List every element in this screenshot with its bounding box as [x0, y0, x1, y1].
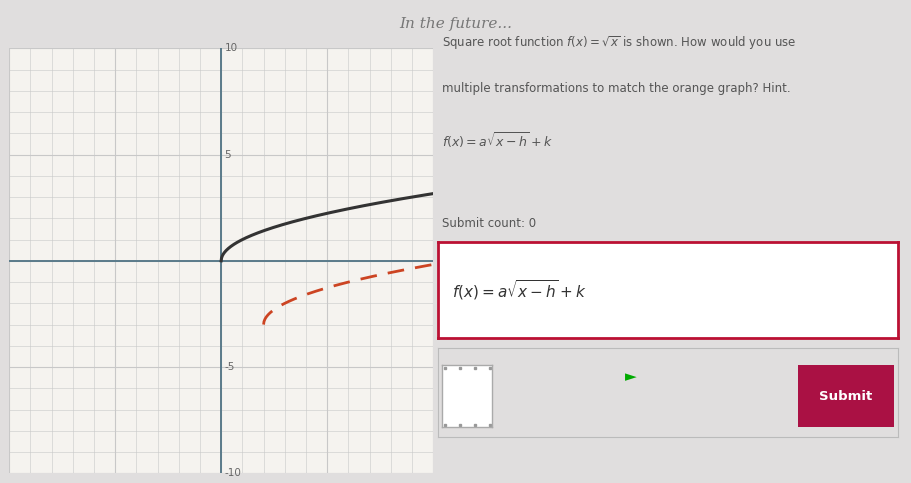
Text: Square root function $f(x) = \sqrt{x}$ is shown. How would you use: Square root function $f(x) = \sqrt{x}$ i…: [442, 34, 796, 52]
Text: $f(x) = a\sqrt{x-h}+k$: $f(x) = a\sqrt{x-h}+k$: [442, 130, 552, 150]
Text: 10: 10: [224, 43, 237, 53]
Text: Submit count: 0: Submit count: 0: [442, 217, 536, 230]
Text: -10: -10: [224, 469, 241, 478]
Text: $f(x) = a\sqrt{x-h}+k$: $f(x) = a\sqrt{x-h}+k$: [451, 278, 586, 302]
Text: ►: ►: [624, 369, 636, 384]
Text: -5: -5: [224, 362, 234, 372]
Text: multiple transformations to match the orange graph? Hint.: multiple transformations to match the or…: [442, 82, 790, 95]
Text: In the future...: In the future...: [399, 17, 512, 31]
Text: 5: 5: [224, 150, 230, 159]
Text: Submit: Submit: [818, 390, 872, 402]
